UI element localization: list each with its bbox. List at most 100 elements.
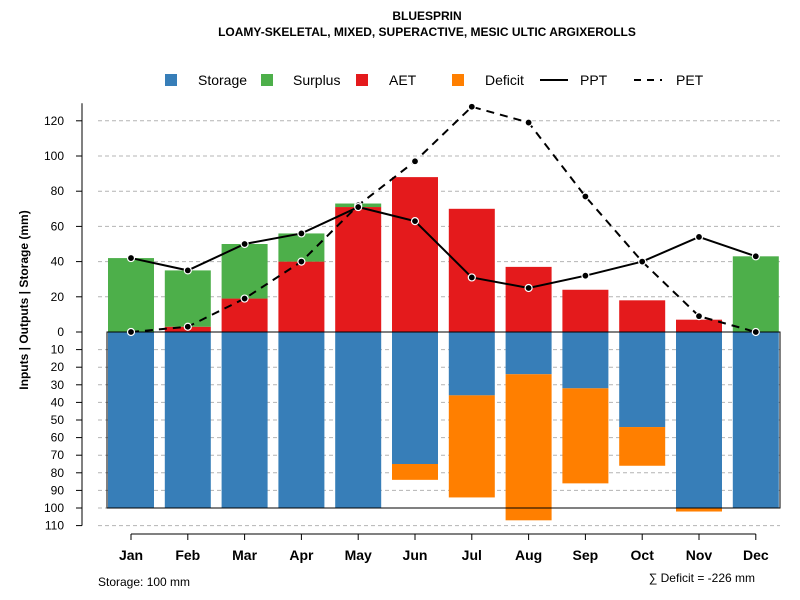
storage-bar: [221, 332, 268, 508]
gridlines: [98, 120, 780, 527]
storage-bar: [732, 332, 779, 508]
y-tick-label: 20: [51, 360, 65, 374]
y-tick-label: 0: [57, 325, 64, 339]
y-tick-label: 90: [51, 483, 65, 497]
pet-line: [130, 105, 757, 333]
storage-bar: [392, 332, 438, 464]
y-tick-label: 80: [51, 184, 65, 198]
month-label: Jan: [119, 547, 143, 563]
pet-point: [410, 157, 420, 166]
y-tick-label: 20: [51, 290, 65, 304]
storage-bar: [164, 332, 211, 508]
aet-bar: [676, 319, 722, 332]
month-label: Mar: [232, 547, 257, 563]
pet-point: [581, 192, 590, 201]
chart-subtitle: LOAMY-SKELETAL, MIXED, SUPERACTIVE, MESI…: [218, 25, 636, 39]
month-label: Aug: [515, 547, 542, 563]
storage-legend-label: Storage: [198, 72, 247, 88]
pet-point: [240, 294, 249, 303]
month-label: Dec: [743, 547, 769, 563]
y-tick-label: 60: [51, 431, 65, 445]
y-tick-label: 40: [51, 255, 65, 269]
month-label: Jul: [462, 547, 482, 563]
axes: 0 20 40 60 80 100 120 10 20 30 40 50 60 70 80 90 100 110 J…: [44, 103, 781, 563]
ppt-point: [410, 217, 420, 226]
aet-legend-swatch: [356, 74, 368, 86]
aet-bar: [335, 207, 382, 332]
ppt-point: [751, 252, 760, 261]
bars: [108, 177, 779, 521]
ppt-point: [694, 232, 704, 242]
series-lines: [126, 102, 760, 337]
month-label: Feb: [175, 547, 200, 563]
y-tick-label: 40: [51, 395, 65, 409]
chart-title: BLUESPRIN: [392, 9, 461, 23]
storage-bar: [619, 332, 666, 428]
y-tick-label: 100: [44, 501, 64, 515]
ppt-point: [638, 257, 647, 266]
ppt-point: [297, 229, 306, 238]
y-tick-label: 100: [44, 149, 64, 163]
pet-point: [524, 118, 533, 127]
storage-bar: [448, 332, 495, 396]
aet-bar: [505, 266, 552, 332]
pet-point: [126, 327, 136, 337]
pet-point: [297, 257, 306, 266]
storage-bar: [562, 332, 609, 389]
deficit-bar: [505, 374, 552, 521]
pet-legend-label: PET: [676, 72, 704, 88]
month-label: Oct: [631, 547, 655, 563]
storage-bar: [335, 332, 382, 508]
surplus-legend-label: Surplus: [293, 72, 340, 88]
month-label: Nov: [686, 547, 713, 563]
pet-point: [751, 327, 760, 337]
ppt-point: [467, 273, 476, 282]
pet-point: [183, 322, 192, 331]
ppt-point: [183, 266, 192, 275]
storage-footnote: Storage: 100 mm: [98, 575, 190, 589]
aet-bar: [221, 298, 268, 332]
aet-bar: [392, 177, 438, 332]
ppt-point: [524, 283, 533, 293]
ppt-point: [354, 202, 363, 212]
y-tick-label: 30: [51, 378, 65, 392]
y-tick-label: 110: [45, 519, 64, 533]
storage-bar: [278, 332, 325, 508]
ppt-legend-label: PPT: [580, 72, 608, 88]
surplus-bar: [164, 270, 211, 327]
y-tick-label: 10: [51, 343, 65, 357]
y-axis-label: Inputs | Outputs | Storage (mm): [17, 210, 31, 389]
surplus-bar: [221, 244, 268, 299]
storage-bar: [505, 332, 552, 375]
surplus-bar: [278, 233, 325, 262]
ppt-point: [240, 239, 249, 249]
aet-legend-label: AET: [389, 72, 417, 88]
deficit-bar: [562, 388, 609, 484]
aet-bar: [619, 300, 666, 332]
y-tick-label: 50: [51, 413, 65, 427]
y-tick-label: 60: [51, 219, 65, 233]
storage-bar: [676, 332, 722, 508]
pet-point: [467, 102, 476, 111]
deficit-bar: [619, 427, 666, 466]
deficit-bar: [676, 508, 722, 512]
surplus-bar: [732, 256, 779, 332]
ppt-point: [126, 253, 136, 263]
y-tick-label: 120: [44, 114, 64, 128]
legend: Storage Surplus AET Deficit PPT PET: [165, 72, 704, 88]
deficit-footnote: ∑ Deficit = -226 mm: [649, 571, 755, 585]
ppt-line: [130, 205, 757, 290]
surplus-legend-swatch: [261, 74, 273, 86]
aet-bar: [448, 208, 495, 332]
storage-bar: [108, 332, 154, 508]
month-label: Sep: [573, 547, 599, 563]
aet-bar: [278, 261, 325, 332]
deficit-legend-label: Deficit: [485, 72, 524, 88]
deficit-bar: [448, 395, 495, 498]
pet-point: [694, 312, 704, 321]
deficit-legend-swatch: [452, 74, 464, 86]
surplus-bar: [108, 258, 154, 332]
month-label: May: [345, 547, 372, 563]
month-label: Apr: [289, 547, 314, 563]
